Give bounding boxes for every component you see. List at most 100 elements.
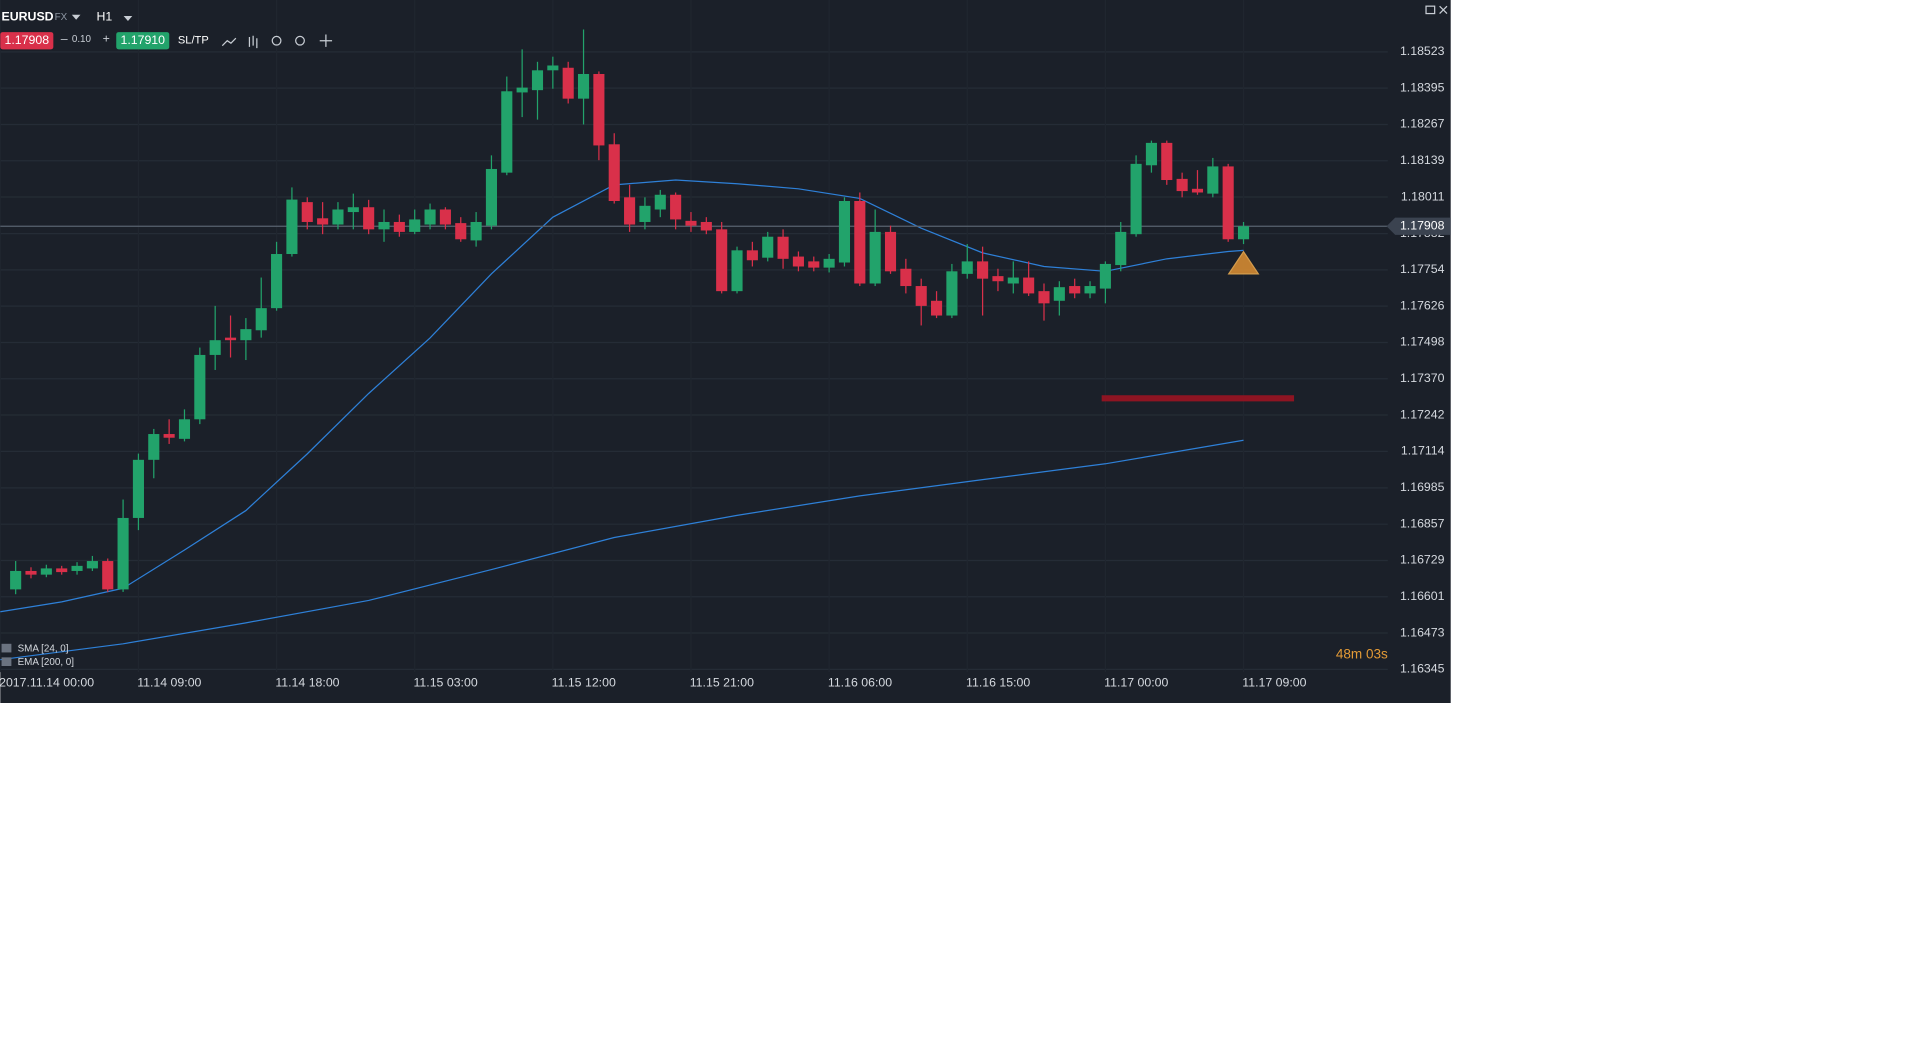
y-tick-label: 1.16601 (1400, 589, 1445, 603)
candle-body (424, 209, 436, 225)
legend-icon (1, 657, 12, 666)
candle-body (1007, 277, 1019, 284)
candle-body (808, 261, 820, 268)
x-tick-label: 2017.11.14 00:00 (0, 676, 94, 690)
maximize-icon[interactable] (1425, 5, 1436, 15)
candle-body (286, 199, 298, 255)
candle-body (240, 329, 252, 341)
candle-body (777, 236, 789, 259)
candle-body (900, 268, 912, 287)
ask-price[interactable]: 1.17910 (120, 33, 165, 47)
timeframe[interactable]: H1 (97, 10, 113, 24)
candle-body (762, 236, 774, 258)
y-tick-label: 1.18395 (1400, 80, 1445, 94)
legend-label: SMA [24, 0] (18, 643, 69, 654)
zoom-in-icon[interactable] (295, 35, 305, 46)
indicator-line (0, 439, 1244, 661)
y-tick-label: 1.18267 (1400, 117, 1445, 131)
candle-timer: 48m 03s (1336, 646, 1388, 661)
candle-body (455, 223, 467, 240)
candle-body (1099, 263, 1111, 289)
x-tick-label: 11.14 09:00 (137, 676, 201, 690)
y-tick-label: 1.17370 (1400, 371, 1445, 385)
candle-body (792, 256, 804, 267)
spread: 0.10 (72, 34, 92, 45)
price-label-box (1386, 217, 1451, 235)
candle-body (102, 561, 114, 590)
candle-body (1176, 178, 1188, 192)
plus[interactable]: + (103, 32, 110, 46)
candle-body (685, 220, 697, 226)
candle-body (884, 231, 897, 272)
line-tool-icon[interactable] (221, 37, 237, 47)
candle-body (1191, 188, 1204, 193)
candle-body (838, 200, 851, 263)
candle-body (132, 459, 144, 518)
candle-body (25, 570, 37, 575)
market: FX (55, 12, 68, 23)
candle-body (255, 308, 267, 331)
candle-body (946, 271, 958, 316)
candle-body (393, 221, 405, 232)
chart-background (0, 0, 1451, 703)
y-tick-label: 1.16857 (1400, 516, 1445, 530)
y-tick-label: 1.16729 (1400, 553, 1445, 567)
candle-body (178, 419, 191, 439)
candle-body (485, 168, 498, 226)
y-tick-label: 1.17242 (1400, 407, 1445, 421)
candle-body (224, 337, 237, 341)
candle-body (992, 276, 1004, 282)
candle-body (915, 286, 927, 306)
candle-body (56, 568, 68, 573)
candle-body (209, 340, 221, 355)
zoom-out-icon[interactable] (271, 35, 282, 46)
crosshair-icon[interactable] (319, 34, 333, 47)
dropdown-arrow[interactable] (71, 14, 81, 20)
y-tick-label: 1.17114 (1401, 444, 1445, 458)
candle-body (670, 194, 682, 220)
candle-body (654, 194, 666, 210)
candle-body (716, 229, 728, 292)
indicator-line (0, 179, 1244, 613)
close-icon[interactable] (1439, 5, 1448, 15)
candle-body (409, 219, 421, 232)
y-tick-label: 1.18011 (1401, 189, 1445, 203)
sl-tp[interactable]: SL/TP (178, 35, 209, 47)
sell-button[interactable] (0, 32, 54, 50)
candle-body (1038, 291, 1050, 304)
candle-body (1237, 226, 1250, 240)
candle-body (470, 221, 482, 241)
x-tick-label: 11.14 18:00 (275, 676, 339, 690)
candle-body (1053, 287, 1065, 301)
candle-body (869, 231, 881, 284)
candle-body (148, 434, 160, 460)
grid (0, 0, 1388, 673)
candle-body (1084, 286, 1096, 294)
plot (0, 29, 1388, 661)
candle-body (516, 87, 528, 93)
candle-body (731, 250, 743, 292)
x-tick-label: 11.16 06:00 (828, 676, 892, 690)
toolbar: EURUSD FX H1 1.17908 – 0.10 + 1.17910 SL… (0, 5, 1448, 50)
candle-body (1023, 277, 1035, 294)
y-tick-label: 1.16345 (1400, 662, 1445, 676)
candle-body (332, 209, 344, 225)
minus[interactable]: – (61, 32, 68, 46)
axes: 1.185231.183951.182671.181391.180111.178… (0, 44, 1451, 690)
bid-price[interactable]: 1.17908 (5, 33, 50, 47)
candle-body (363, 207, 375, 230)
candle-body (1207, 166, 1219, 194)
dropdown-arrow[interactable] (123, 16, 133, 21)
buy-button[interactable] (116, 32, 170, 50)
candle-body (854, 200, 866, 284)
candle-tool-icon[interactable] (248, 35, 258, 49)
x-tick-label: 11.17 09:00 (1242, 676, 1306, 690)
candle-body (608, 144, 620, 201)
x-tick-label: 11.16 15:00 (966, 676, 1030, 690)
candle-body (1145, 142, 1157, 166)
candle-body (317, 218, 329, 225)
symbol[interactable]: EURUSD (2, 10, 54, 24)
candle-body (639, 205, 651, 222)
candle-body (1130, 163, 1142, 235)
